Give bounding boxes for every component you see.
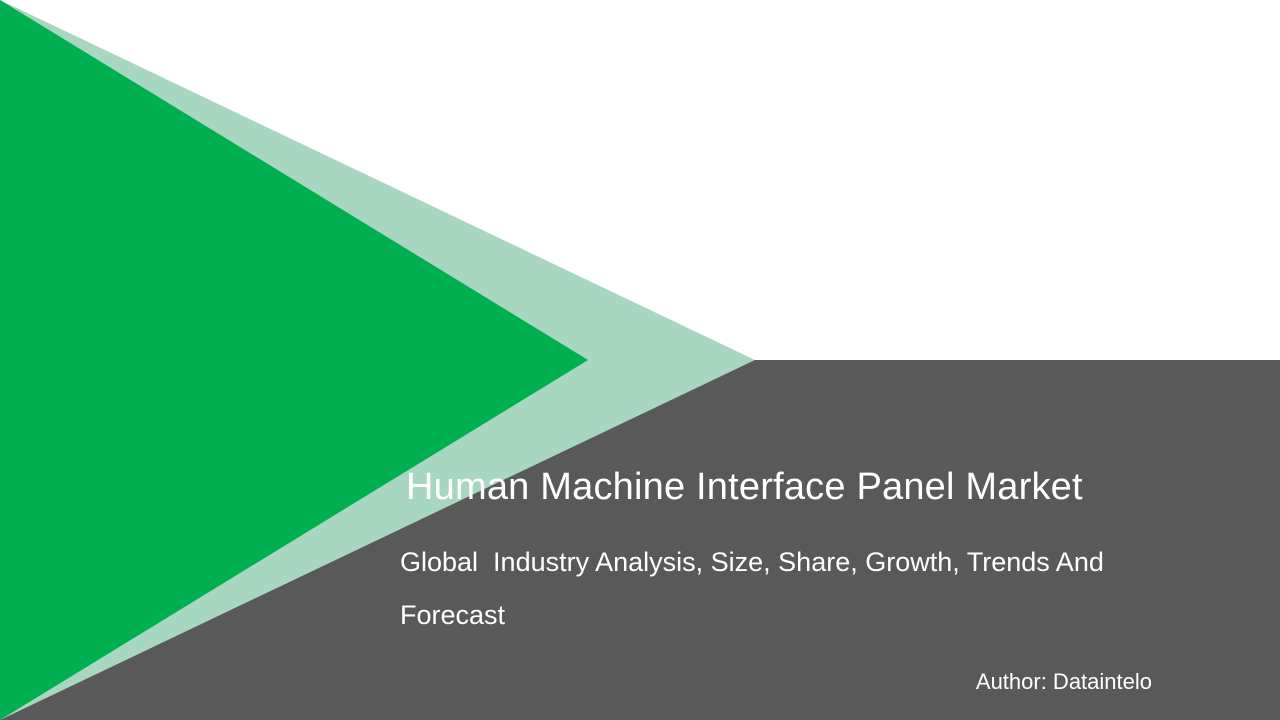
slide-title: Human Machine Interface Panel Market (406, 466, 1083, 509)
slide-stage: Human Machine Interface Panel Market Glo… (0, 0, 1280, 720)
slide-author: Author: Dataintelo (976, 669, 1152, 695)
slide-subtitle: Global Industry Analysis, Size, Share, G… (400, 536, 1170, 641)
